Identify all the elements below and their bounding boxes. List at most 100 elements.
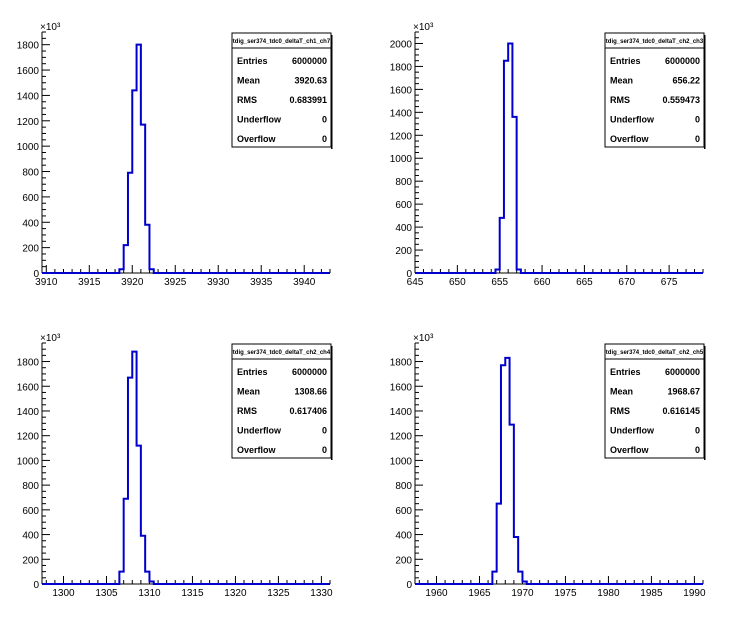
stats-label: Entries [610,367,641,377]
y-tick-label: 0 [406,580,412,591]
stats-value: 0.616145 [662,406,700,416]
stats-label: Underflow [610,426,655,436]
x-tick-label: 675 [661,277,678,288]
stats-value: 6000000 [665,367,700,377]
histogram-svg: ×10³ 0 200 400 600 800 1000 1200 1400 1600 1800 130… [17,333,333,599]
y-tick-label: 0 [33,269,39,280]
y-tick-label: 400 [22,531,39,542]
histogram-pad-1: ×10³ 0 200 400 600 800 1000 1200 1400 1600 1800 391… [0,0,373,311]
x-tick-label: 1325 [267,588,290,599]
stats-value: 656.22 [672,76,700,86]
y-tick-label: 800 [22,481,39,492]
x-tick-label: 3940 [293,277,316,288]
stats-box-shadow [331,346,333,460]
y-exponent-label: ×10³ [413,22,434,33]
x-tick-label: 1300 [52,588,75,599]
x-tick-label: 645 [407,277,424,288]
y-tick-label: 600 [22,193,39,204]
histogram-outline [415,42,703,274]
histogram-outline [415,356,703,585]
y-tick-label: 400 [22,218,39,229]
stats-box-frame [604,343,705,459]
stats-value: 0 [695,445,700,455]
stats-value: 6000000 [665,56,700,66]
stats-value: 3920.63 [294,76,327,86]
x-tick-label: 1960 [425,588,448,599]
stats-label: Overflow [610,445,650,455]
x-tick-label: 660 [534,277,551,288]
stats-label: Underflow [237,115,282,125]
y-tick-label: 800 [22,168,39,179]
y-tick-label: 400 [395,223,412,234]
stats-value: 0.683991 [289,95,327,105]
histogram-svg: ×10³ 0 200 400 600 800 1000 1200 1400 1600 1800 200… [390,22,706,288]
stats-box-frame [231,343,332,459]
stats-label: Mean [237,387,260,397]
x-tick-label: 3920 [121,277,144,288]
stats-label: Underflow [610,115,655,125]
stats-value: 0.559473 [662,95,700,105]
x-tick-label: 1975 [554,588,577,599]
stats-box-frame [231,32,332,148]
stats-label: Overflow [610,134,650,144]
y-exponent-label: ×10³ [40,333,61,344]
y-tick-label: 1800 [390,358,413,369]
y-tick-label: 1800 [17,41,40,52]
stats-value: 0 [322,426,327,436]
stats-value: 1308.66 [294,387,327,397]
stats-box: tdig_ser374_tdc0_deltaT_ch2_ch3 Entries 60… [604,32,706,149]
stats-label: Entries [237,56,268,66]
y-tick-label: 600 [395,200,412,211]
stats-label: Overflow [237,134,277,144]
y-tick-label: 1400 [17,407,40,418]
x-tick-label: 1310 [138,588,161,599]
histogram-pad-4: ×10³ 0 200 400 600 800 1000 1200 1400 1600 1800 196… [373,311,746,622]
y-tick-label: 1600 [390,382,413,393]
x-tick-label: 1990 [683,588,706,599]
y-tick-label: 200 [22,244,39,255]
stats-value: 6000000 [292,367,327,377]
histogram-outline [42,350,330,585]
stats-label: Mean [237,76,260,86]
stats-label: RMS [237,95,257,105]
stats-label: RMS [237,406,257,416]
y-tick-label: 0 [406,269,412,280]
stats-title: tdig_ser374_tdc0_deltaT_ch2_ch3 [606,39,704,45]
stats-box-shadow [704,346,706,460]
y-tick-label: 1000 [17,142,40,153]
stats-label: Entries [237,367,268,377]
histogram-pad-3: ×10³ 0 200 400 600 800 1000 1200 1400 1600 1800 130… [0,311,373,622]
x-tick-label: 3925 [164,277,187,288]
stats-value: 0 [695,115,700,125]
stats-label: Underflow [237,426,282,436]
stats-label: Entries [610,56,641,66]
x-tick-label: 1970 [511,588,534,599]
y-tick-label: 1200 [17,432,40,443]
y-tick-label: 200 [395,555,412,566]
y-tick-label: 2000 [390,39,413,50]
y-tick-label: 600 [22,506,39,517]
x-tick-label: 1305 [95,588,118,599]
stats-box: tdig_ser374_tdc0_deltaT_ch2_ch4 Entries 60… [231,343,333,460]
stats-value: 1968.67 [667,387,700,397]
x-tick-label: 1330 [310,588,333,599]
stats-title: tdig_ser374_tdc0_deltaT_ch2_ch5 [606,350,704,356]
y-tick-label: 200 [22,555,39,566]
y-tick-label: 1800 [390,62,413,73]
x-tick-label: 1315 [181,588,204,599]
y-tick-label: 1400 [390,108,413,119]
y-tick-label: 1200 [390,131,413,142]
y-tick-label: 200 [395,246,412,257]
stats-label: Mean [610,387,633,397]
y-tick-label: 1800 [17,358,40,369]
y-tick-label: 1000 [17,456,40,467]
y-exponent-label: ×10³ [40,22,61,33]
stats-label: Overflow [237,445,277,455]
y-tick-label: 1600 [17,382,40,393]
y-tick-label: 1600 [390,85,413,96]
x-tick-label: 3915 [78,277,101,288]
stats-value: 0.617406 [289,406,327,416]
histogram-pad-2: ×10³ 0 200 400 600 800 1000 1200 1400 1600 1800 200… [373,0,746,311]
x-tick-label: 1965 [468,588,491,599]
y-tick-label: 800 [395,177,412,188]
